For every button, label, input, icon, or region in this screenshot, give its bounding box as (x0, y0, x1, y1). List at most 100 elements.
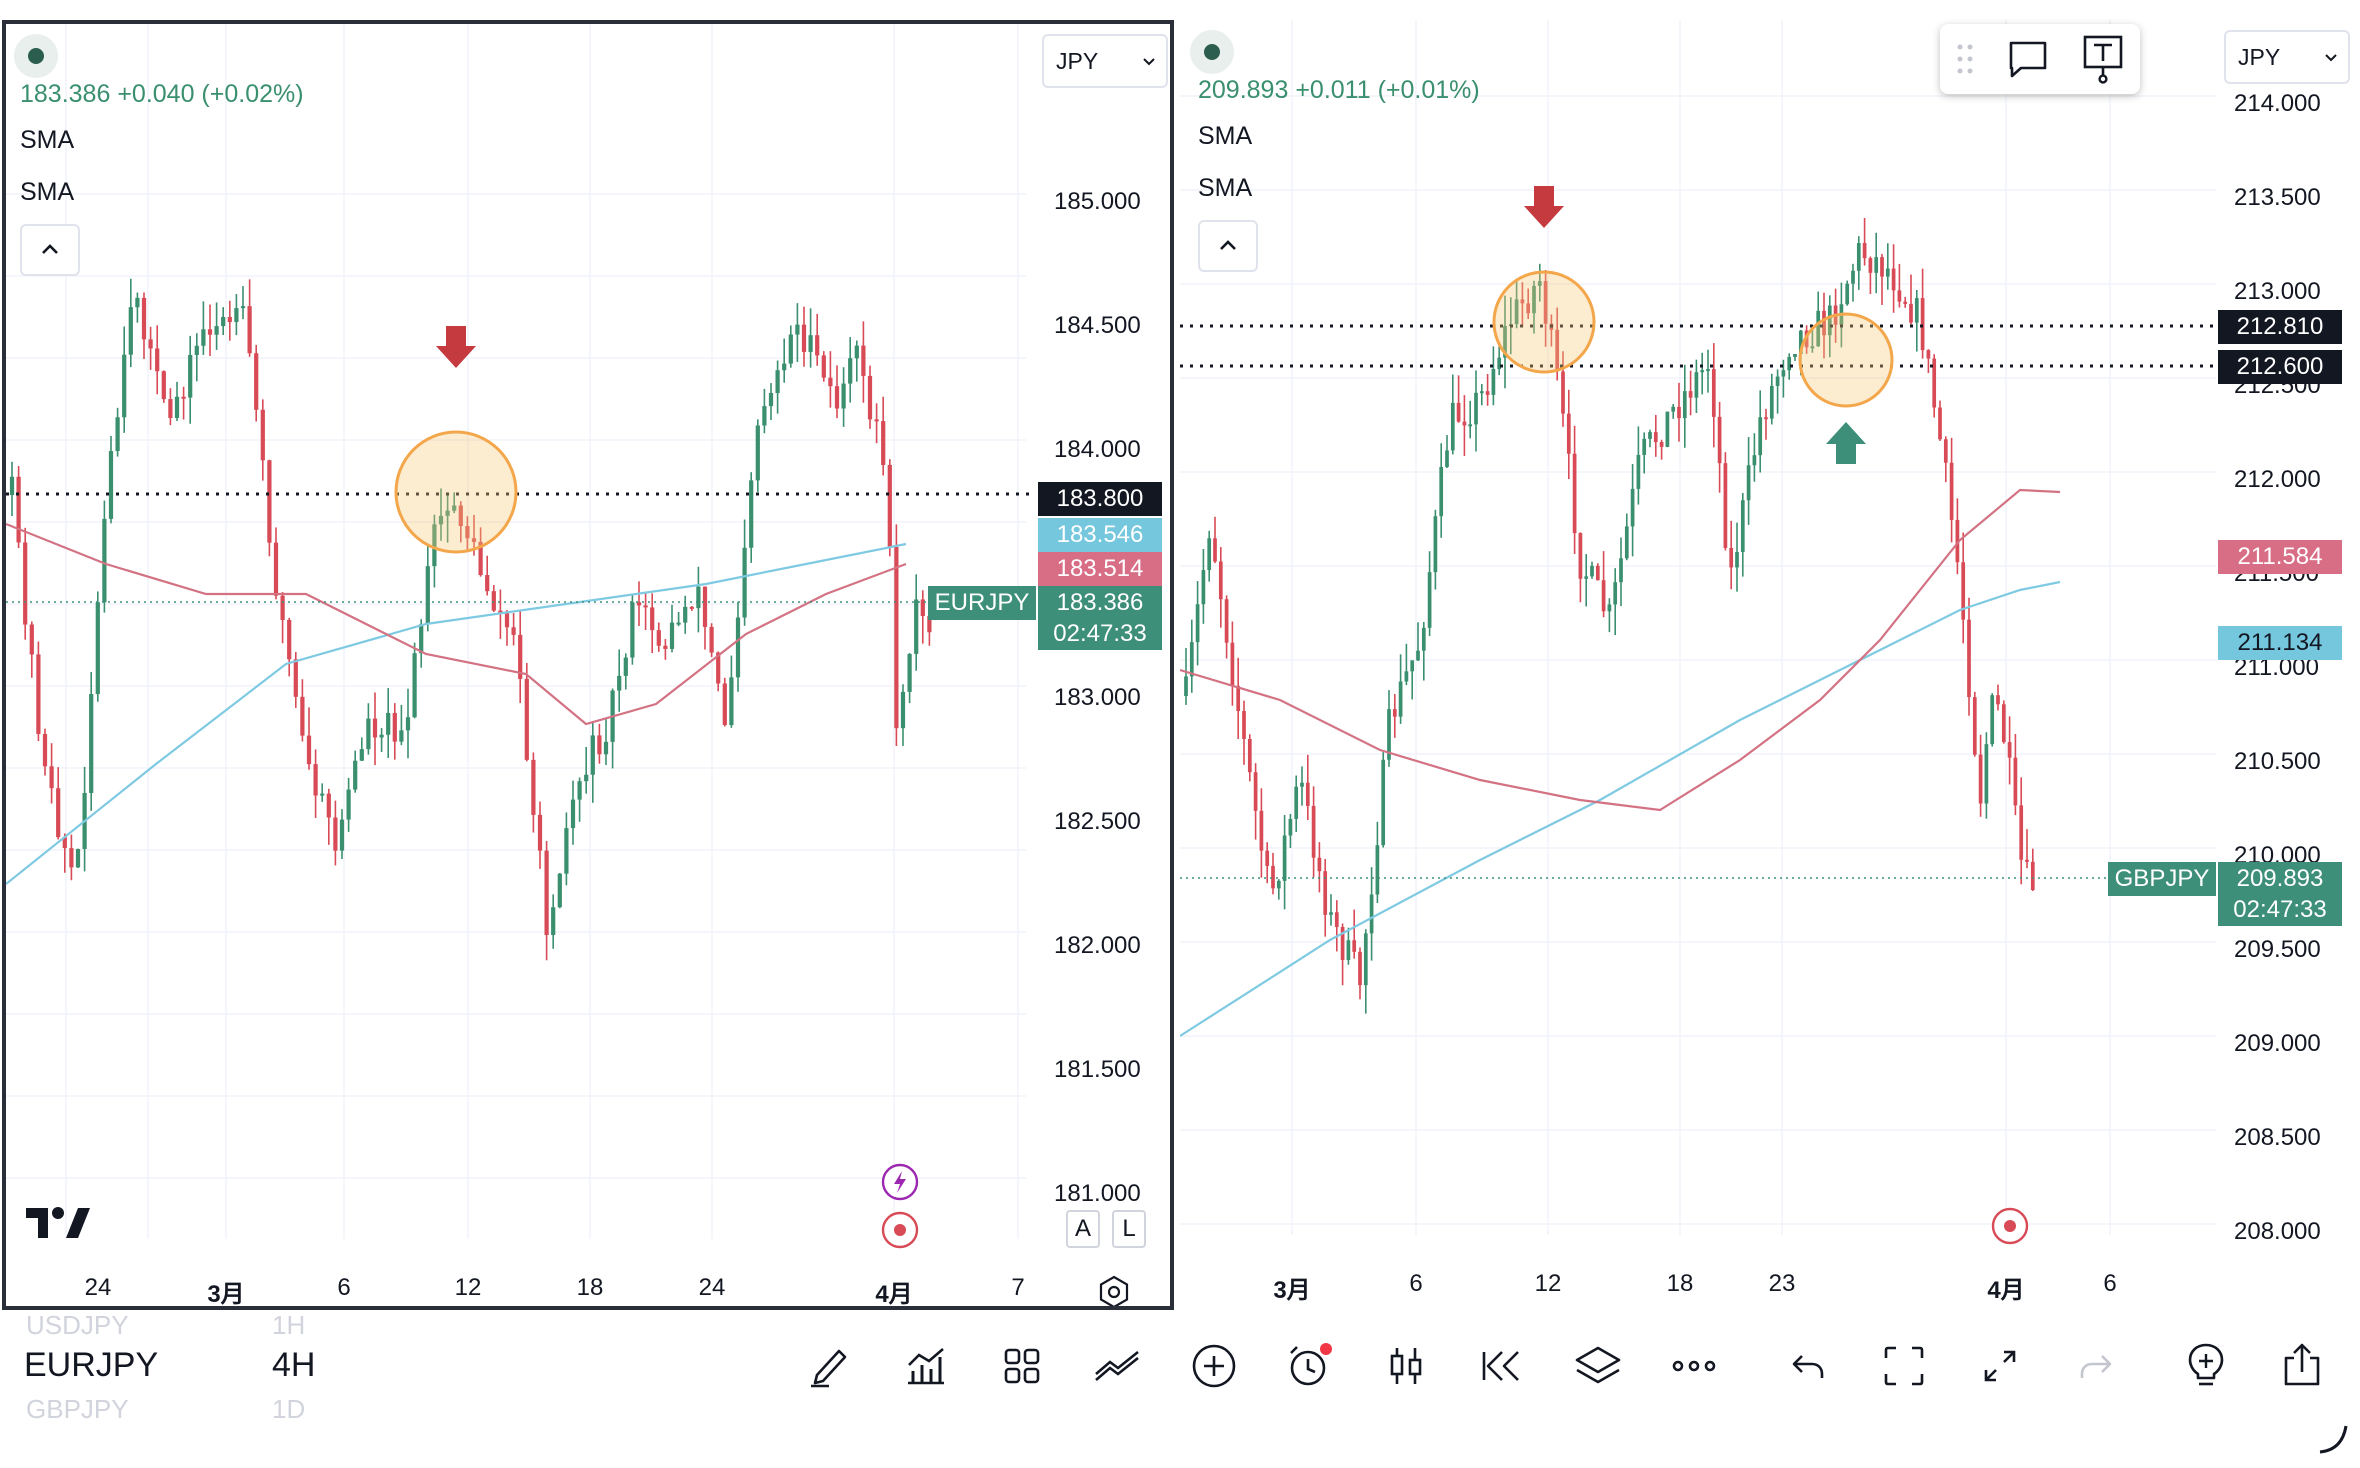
rewind-icon (1482, 1351, 1519, 1381)
currency-select[interactable]: JPY (1042, 34, 1168, 88)
candle-body (1961, 562, 1966, 620)
candle-body (1769, 385, 1774, 419)
eurjpy-plot[interactable] (6, 24, 1170, 1310)
candle-body (656, 630, 661, 646)
candle-body (1793, 354, 1797, 357)
drag-handle-icon[interactable] (1955, 42, 1975, 76)
candle-body (544, 850, 549, 936)
log-scale-button[interactable]: L (1112, 1210, 1146, 1248)
price-tick: 183.000 (1054, 684, 1141, 711)
candle-body (432, 524, 437, 567)
more-dots-icon (1672, 1360, 1716, 1372)
candle-body (1949, 462, 1954, 520)
candle-body (1996, 695, 2000, 705)
resize-corner-icon[interactable] (2316, 1422, 2350, 1456)
price-tick: 210.500 (2234, 748, 2321, 775)
gbpjpy-chart-panel[interactable]: 209.893 +0.011 (+0.01%) SMA SMA JPY 214.… (1180, 20, 2360, 1310)
candle-body (1601, 580, 1606, 612)
candle-body (458, 505, 463, 527)
gbpjpy-plot[interactable] (1180, 20, 2360, 1310)
candle-body (1439, 466, 1444, 517)
candle-body (155, 348, 160, 372)
floating-drawing-toolbar[interactable] (1940, 24, 2140, 94)
candle-body (1213, 538, 1217, 562)
eurjpy-chart-panel[interactable]: 183.386 +0.040 (+0.02%) SMA SMA JPY 185.… (2, 20, 1174, 1310)
more-button[interactable] (1668, 1340, 1720, 1392)
candle-body (782, 363, 787, 371)
candle-body (603, 741, 609, 755)
collapse-legend-button[interactable] (20, 224, 80, 276)
compare-button[interactable] (1092, 1340, 1144, 1392)
candle-body (1578, 533, 1583, 579)
record-icon[interactable] (880, 1210, 920, 1250)
candle-body (1653, 432, 1658, 443)
replay-button[interactable] (1476, 1340, 1528, 1392)
auto-scale-button[interactable]: A (1066, 1210, 1100, 1248)
candle-body (1497, 357, 1502, 370)
candle-body (1427, 572, 1432, 628)
lightning-alert-icon[interactable] (880, 1162, 920, 1202)
layers-button[interactable] (1572, 1340, 1624, 1392)
currency-select[interactable]: JPY (2224, 30, 2350, 84)
candle-body (1543, 281, 1548, 324)
symbol-wheel-prev[interactable]: USDJPY (26, 1310, 129, 1340)
candle-body (438, 515, 444, 525)
candle-body (1659, 442, 1664, 447)
ideas-button[interactable] (2180, 1340, 2232, 1392)
candle-body (115, 417, 120, 452)
candle-body (1294, 786, 1299, 819)
time-tick: 7 (1011, 1274, 1025, 1301)
candle-body (128, 307, 133, 355)
candle-body (1288, 818, 1293, 836)
sma-indicator-2[interactable]: SMA (1198, 174, 1253, 202)
record-icon[interactable] (1990, 1206, 2030, 1246)
indicators-button[interactable] (900, 1340, 952, 1392)
candle-body (755, 425, 760, 481)
price-tick: 208.500 (2234, 1124, 2321, 1151)
candle-body (531, 759, 536, 815)
level-price-badge-2: 212.600 (2218, 350, 2342, 384)
fullscreen-button[interactable] (1974, 1340, 2026, 1392)
candle-body (194, 345, 199, 355)
sma-indicator-2[interactable]: SMA (20, 178, 75, 206)
candle-body (141, 297, 147, 340)
comment-icon[interactable] (2006, 37, 2050, 81)
sma-blue-line (6, 542, 907, 885)
alerts-button[interactable] (1284, 1340, 1336, 1392)
sma-indicator-1[interactable]: SMA (1198, 122, 1253, 150)
candle-body (1184, 676, 1188, 696)
candle-body (201, 329, 206, 346)
candle-body (260, 409, 265, 461)
candle-body (768, 393, 774, 407)
candle-body (29, 624, 34, 655)
candle-body (1700, 370, 1705, 373)
symbol-picker[interactable]: EURJPY (24, 1346, 159, 1384)
candle-body (2007, 742, 2012, 758)
candle-body (1816, 310, 1821, 347)
symbol-wheel-next[interactable]: GBPJPY (26, 1394, 129, 1424)
candle-body (1781, 370, 1786, 377)
candle-body (841, 383, 846, 409)
candle-body (709, 626, 714, 653)
candle-body (267, 460, 272, 543)
undo-button[interactable] (1782, 1340, 1834, 1392)
share-button[interactable] (2276, 1340, 2328, 1392)
screenshot-button[interactable] (1878, 1340, 1930, 1392)
sma-red-price-badge: 183.514 (1038, 552, 1162, 586)
redo-button[interactable] (2070, 1340, 2122, 1392)
candle-body (56, 788, 61, 838)
layouts-button[interactable] (996, 1340, 1048, 1392)
interval-wheel-prev[interactable]: 1H (272, 1310, 306, 1340)
add-button[interactable] (1188, 1340, 1240, 1392)
collapse-legend-button[interactable] (1198, 220, 1258, 272)
chart-type-button[interactable] (1380, 1340, 1432, 1392)
settings-icon[interactable] (1096, 1274, 1132, 1310)
candle-body (801, 324, 807, 352)
candle-body (1485, 391, 1490, 395)
interval-picker[interactable]: 4H (272, 1346, 316, 1384)
text-tool-icon[interactable] (2081, 34, 2125, 84)
interval-wheel-next[interactable]: 1D (272, 1394, 306, 1424)
sma-indicator-1[interactable]: SMA (20, 126, 75, 154)
drawing-tool-button[interactable] (804, 1340, 856, 1392)
bottom-toolbar: USDJPY 1H EURJPY 4H GBPJPY 1D (0, 1310, 2360, 1468)
